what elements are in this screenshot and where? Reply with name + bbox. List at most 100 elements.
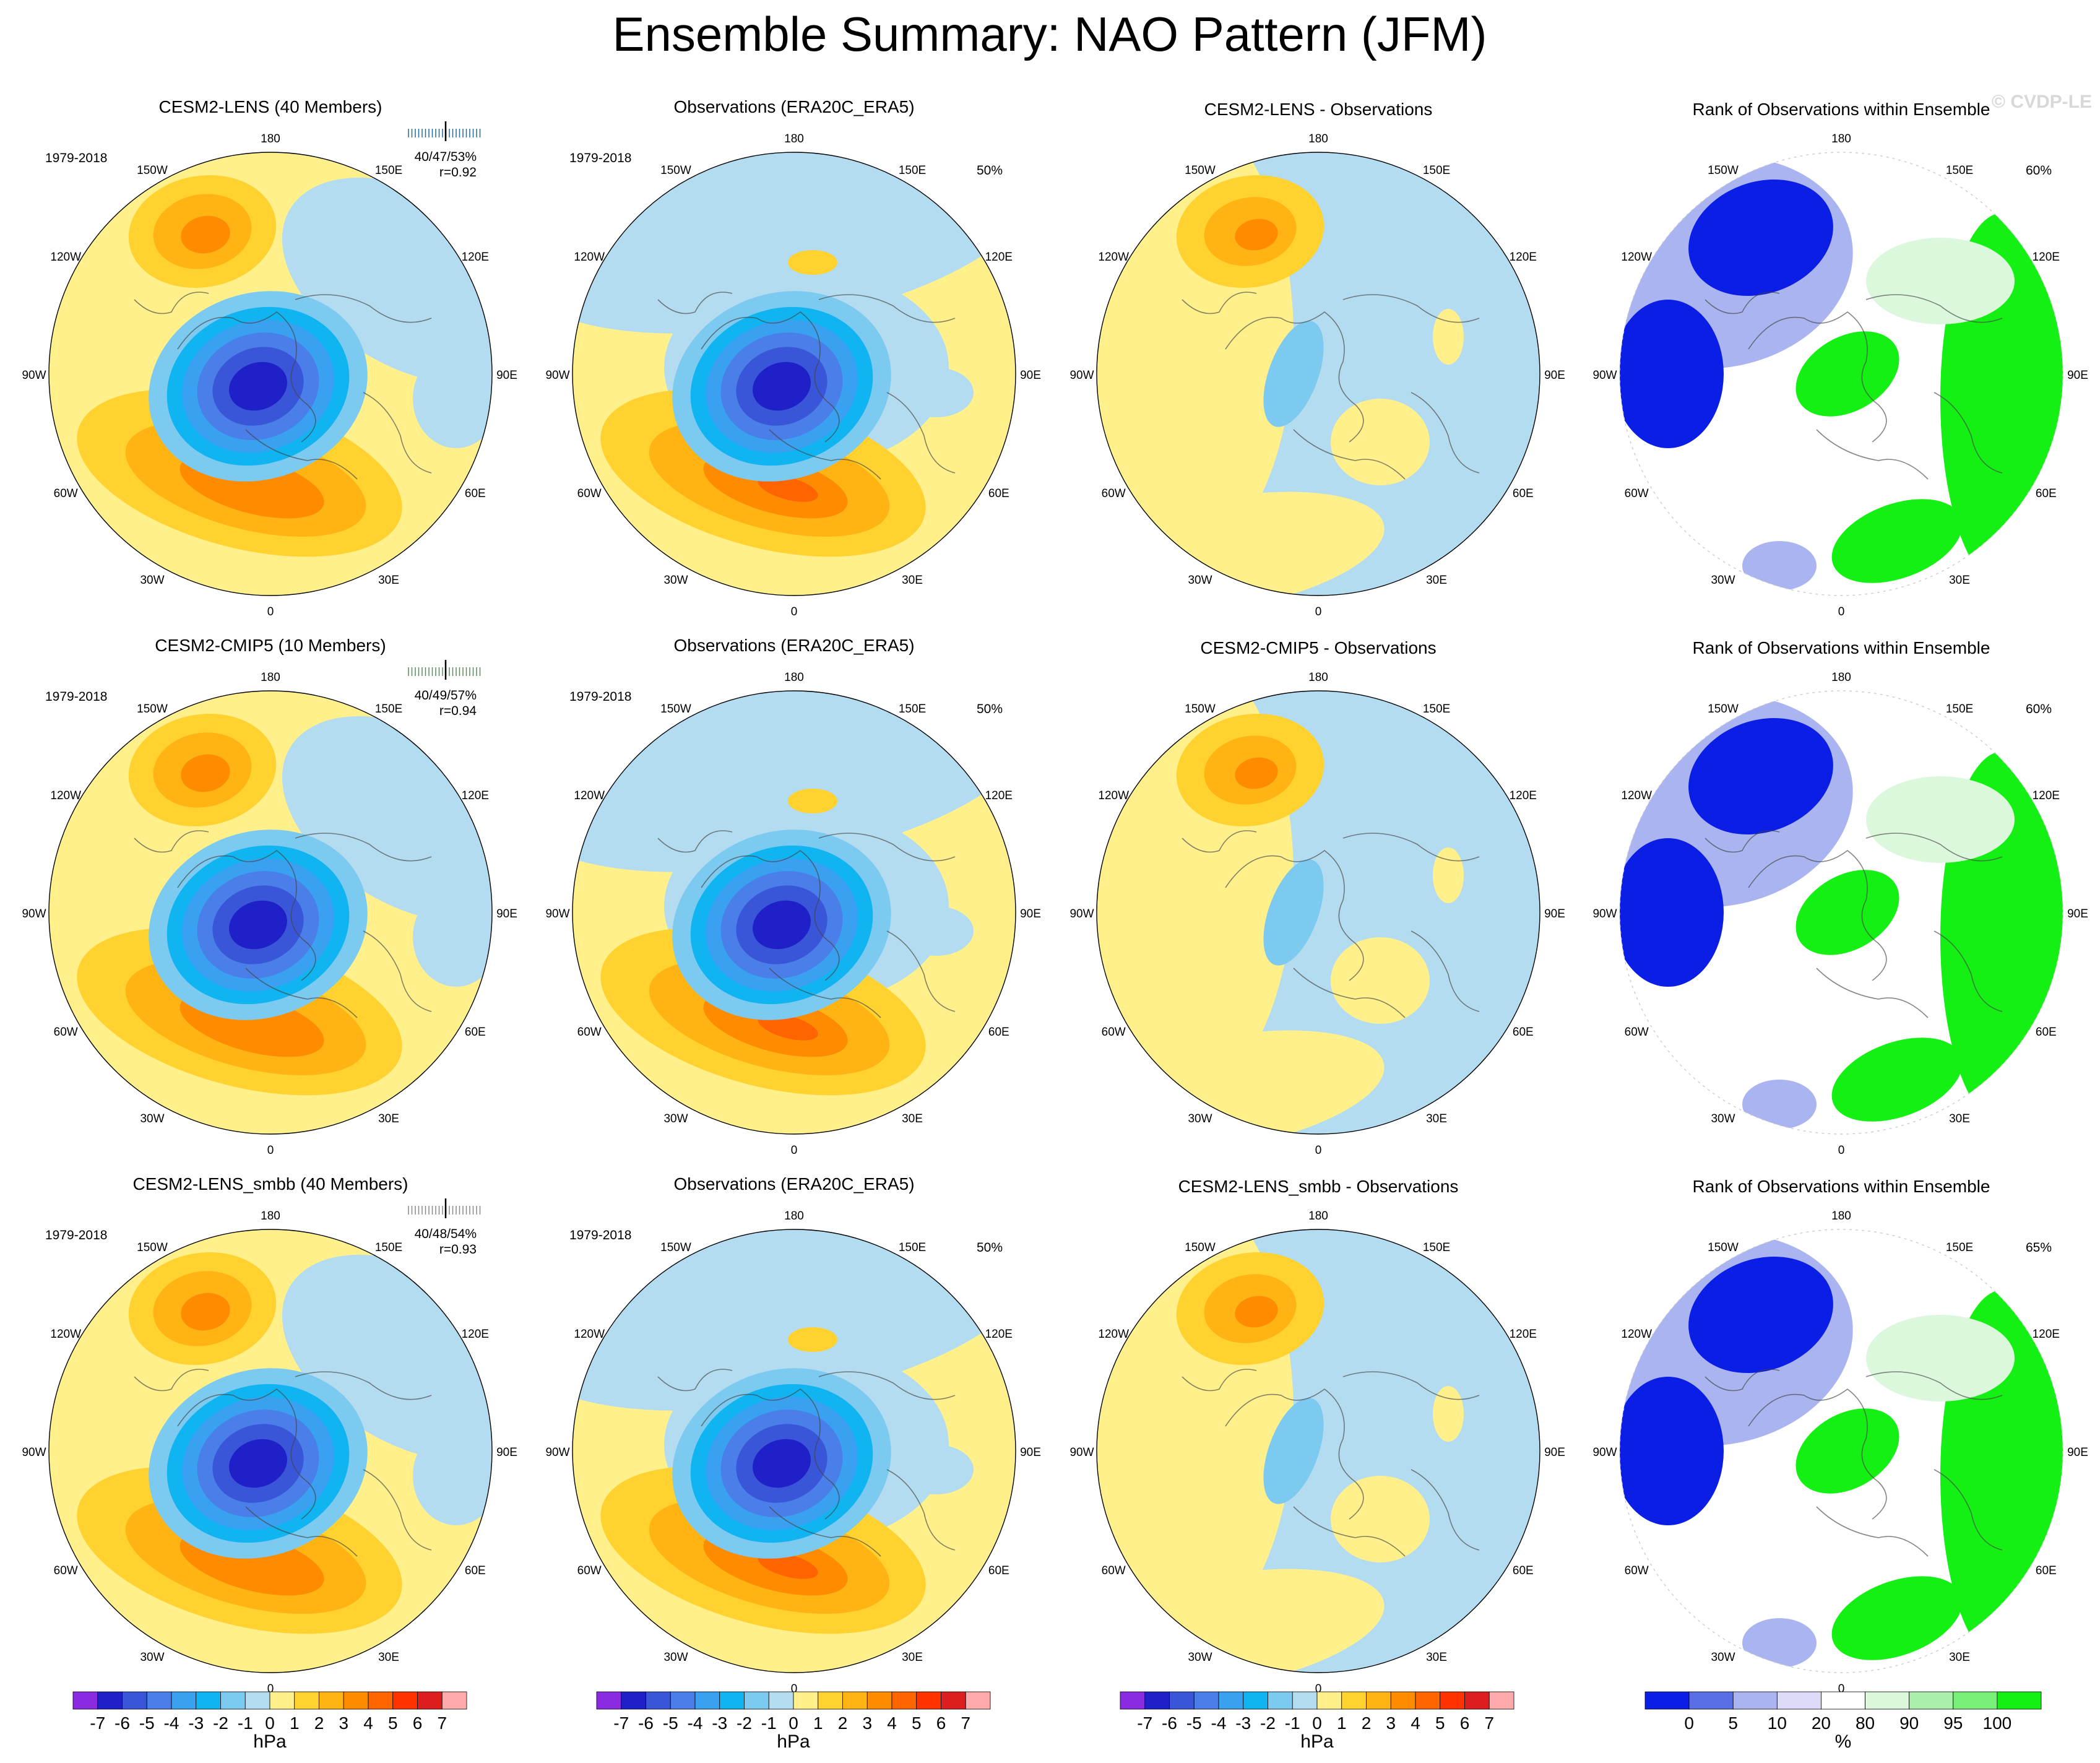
colorbar-rank: 0 5 10 20 80 90 95 100%: [1644, 1691, 2042, 1752]
map-boundary: [48, 1229, 493, 1673]
lon-label: 30E: [902, 574, 923, 587]
lon-label: 150E: [1946, 164, 1973, 177]
coastline: [1182, 292, 1480, 480]
lon-label: 60E: [988, 1564, 1009, 1577]
lon-label: 150W: [1185, 703, 1216, 716]
lon-label: 60W: [54, 487, 78, 500]
pacific-high: [788, 789, 837, 813]
lon-label: 30E: [902, 1112, 923, 1125]
lon-label: 60E: [2036, 487, 2057, 500]
contour-fill-group: [77, 175, 492, 557]
colorbar-swatch: [768, 1691, 794, 1710]
period-label: 1979-2018: [569, 151, 631, 165]
lon-label: 90E: [1020, 1446, 1041, 1459]
period-label: 1979-2018: [45, 690, 107, 704]
panel-title: Rank of Observations within Ensemble: [1693, 638, 1990, 657]
coastline: [134, 1369, 432, 1557]
low-rank-region: [1620, 300, 1724, 448]
low-rank-region: [1742, 1618, 1817, 1668]
period-label: 1979-2018: [45, 151, 107, 165]
colorbar-hpa-model: -7 -6 -5 -4 -3 -2 -1 0 1 2 3 4 5 6 7 hPa: [72, 1691, 467, 1752]
panel-rank: Rank of Observations within Ensemble 60% 1…: [1592, 638, 2088, 1157]
lon-label: 120E: [985, 251, 1013, 264]
lon-label: 90E: [2067, 907, 2088, 920]
stat-percent: 40/48/54%: [415, 1227, 477, 1241]
panel-difference: CESM2-LENS_smbb - Observations 180 150E 120…: [1069, 1177, 1565, 1696]
lon-label: 150E: [375, 164, 402, 177]
figure-title: Ensemble Summary: NAO Pattern (JFM): [613, 7, 1487, 61]
coastline: [1182, 1369, 1480, 1557]
high-rank-region: [1795, 870, 1899, 955]
lon-label: 150E: [899, 164, 926, 177]
map-boundary: [572, 152, 1016, 596]
negative-region: [413, 888, 492, 987]
pacific-high-core: [181, 1293, 230, 1331]
positive-region: [1433, 309, 1464, 365]
lon-label: 30E: [1426, 1112, 1447, 1125]
lon-label: 180: [261, 1210, 280, 1223]
colorbar-swatch: [646, 1691, 671, 1710]
colorbar-swatch: [818, 1691, 843, 1710]
lon-label: 120W: [50, 789, 81, 802]
panel-title: Observations (ERA20C_ERA5): [673, 1174, 914, 1193]
map-boundary: [48, 690, 493, 1135]
lon-label: 60E: [1513, 1026, 1534, 1039]
panel-title: Observations (ERA20C_ERA5): [673, 97, 914, 116]
lon-label: 60W: [1102, 1026, 1126, 1039]
lon-label: 30W: [1188, 1112, 1212, 1125]
colorbar-swatch: [1732, 1691, 1778, 1710]
lon-label: 150E: [375, 1241, 402, 1254]
icelandic-low: [753, 900, 811, 950]
lon-label: 90E: [496, 369, 517, 382]
colorbar-swatch: [392, 1691, 418, 1710]
colorbar-swatch: [294, 1691, 319, 1710]
ensemble-spread-marker: [408, 121, 481, 141]
stat-percent: 40/47/53%: [415, 150, 477, 164]
lon-label: 0: [1315, 1683, 1322, 1696]
colorbar-swatch: [1390, 1691, 1416, 1710]
colorbar-swatch: [343, 1691, 369, 1710]
colorbar-swatch: [621, 1691, 646, 1710]
colorbar-tick-label: -3: [712, 1713, 727, 1733]
low-rank-region: [1742, 1080, 1817, 1129]
colorbar-tick-label: 90: [1899, 1713, 1919, 1733]
lon-label: 30W: [140, 574, 164, 587]
pacific-high-core: [181, 215, 230, 254]
high-rank-region: [1831, 1037, 1963, 1122]
coastline: [134, 830, 432, 1018]
negative-region: [413, 349, 492, 448]
lon-label: 150W: [137, 1241, 168, 1254]
positive-region: [1433, 1386, 1464, 1442]
lon-label: 120E: [2033, 789, 2060, 802]
lon-label: 150W: [137, 164, 168, 177]
lon-label: 90W: [1592, 369, 1617, 382]
colorbar-tick-label: -7: [613, 1713, 629, 1733]
panel-grid: CESM2-LENS (40 Members) 1979-2018 40/47/53…: [22, 97, 2088, 1696]
colorbar-swatch: [965, 1691, 991, 1710]
panel-observations: Observations (ERA20C_ERA5) 1979-2018 50% 18…: [545, 97, 1040, 618]
ensemble-spread-marker: [408, 660, 481, 680]
contour-fill-group: [77, 1252, 492, 1634]
colorbar-swatch: [146, 1691, 172, 1710]
negative-diff: [1263, 1398, 1324, 1504]
lon-label: 30E: [1949, 1112, 1970, 1125]
lon-label: 180: [1831, 671, 1851, 684]
colorbar-tick-label: -2: [213, 1713, 228, 1733]
colorbar-tick-label: 2: [838, 1713, 848, 1733]
colorbar-tick-label: -4: [688, 1713, 703, 1733]
map-boundary: [1096, 152, 1540, 596]
colorbar-swatch: [719, 1691, 745, 1710]
colorbar-swatch: [1776, 1691, 1821, 1710]
high-rank-region: [1831, 1576, 1963, 1660]
coastline: [1705, 292, 2003, 480]
low-rank-region: [1688, 1256, 1833, 1374]
colorbar-swatch: [891, 1691, 917, 1710]
icelandic-low: [753, 1439, 811, 1488]
lon-label: 120W: [1621, 251, 1652, 264]
lon-label: 180: [1308, 132, 1328, 145]
lon-label: 150W: [660, 703, 691, 716]
colorbar-swatch: [1997, 1691, 2042, 1710]
lon-label: 60W: [1102, 487, 1126, 500]
lon-label: 60W: [54, 1026, 78, 1039]
pacific-high: [788, 1327, 837, 1352]
